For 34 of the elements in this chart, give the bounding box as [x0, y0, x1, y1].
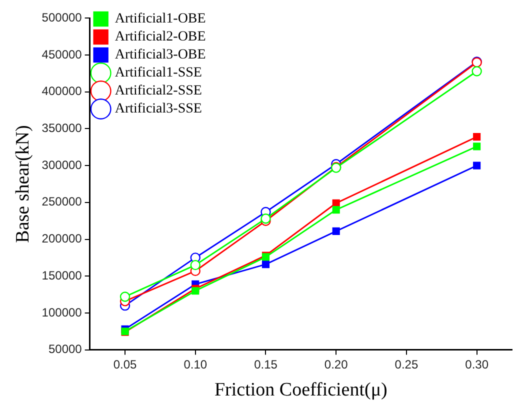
y-tick-label: 300000 [42, 158, 82, 172]
point [473, 162, 481, 170]
point [332, 206, 340, 214]
x-tick-label: 0.30 [465, 357, 489, 372]
point [472, 66, 482, 76]
legend-label: Artificial2-SSE [114, 84, 202, 99]
point [332, 227, 340, 235]
y-tick-label: 50000 [48, 342, 82, 356]
y-tick-label: 350000 [42, 121, 82, 136]
point [473, 133, 481, 141]
y-tick-label: 250000 [42, 194, 82, 209]
point [120, 292, 130, 302]
x-axis-title: Friction Coefficient(μ) [214, 380, 388, 401]
y-tick-label: 100000 [42, 305, 82, 320]
legend-label: Artificial1-OBE [114, 12, 206, 27]
x-tick-label: 0.10 [184, 357, 208, 372]
y-tick-label: 450000 [42, 47, 82, 62]
y-tick-label: 150000 [42, 268, 82, 282]
x-tick-label: 0.20 [324, 357, 348, 372]
y-tick-label: 200000 [42, 232, 82, 246]
point [262, 260, 270, 268]
legend-label: Artificial3-SSE [114, 102, 202, 117]
legend-label: Artificial3-OBE [114, 48, 206, 63]
x-tick-label: 0.25 [394, 357, 418, 372]
point [192, 287, 200, 295]
x-tick-label: 0.15 [254, 357, 278, 372]
point [190, 260, 200, 270]
x-tick-label: 0.05 [113, 357, 138, 372]
legend-label: Artificial1-SSE [114, 66, 202, 81]
point [473, 142, 481, 150]
y-tick-label: 400000 [42, 84, 82, 98]
y-tick-label: 500000 [42, 10, 82, 25]
y-axis-title: Base shear(kN) [12, 125, 34, 243]
legend-label: Artificial2-OBE [114, 30, 206, 45]
